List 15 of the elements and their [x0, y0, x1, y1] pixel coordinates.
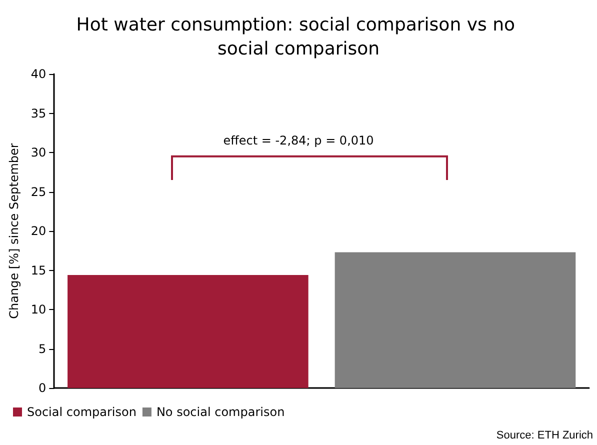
- y-tick-label: 10: [30, 302, 46, 316]
- legend-label: Social comparison: [27, 405, 136, 419]
- y-tick-label: 0: [38, 381, 46, 395]
- chart-title: Hot water consumption: social comparison vs no social comparison: [76, 14, 521, 60]
- source-note: Source: ETH Zurich: [496, 430, 594, 442]
- y-tick-label: 20: [30, 224, 46, 238]
- y-tick-label: 5: [38, 342, 46, 356]
- y-tick-label: 35: [30, 106, 46, 120]
- legend-label: No social comparison: [156, 405, 285, 419]
- y-tick-label: 30: [30, 146, 46, 160]
- y-tick-label: 25: [30, 184, 46, 199]
- y-tick-label: 15: [30, 263, 46, 278]
- y-axis-title: Change [%] since September: [7, 143, 21, 319]
- y-tick-label: 40: [30, 67, 46, 81]
- annotation: effect = -2,84; p = 0,010: [223, 133, 374, 148]
